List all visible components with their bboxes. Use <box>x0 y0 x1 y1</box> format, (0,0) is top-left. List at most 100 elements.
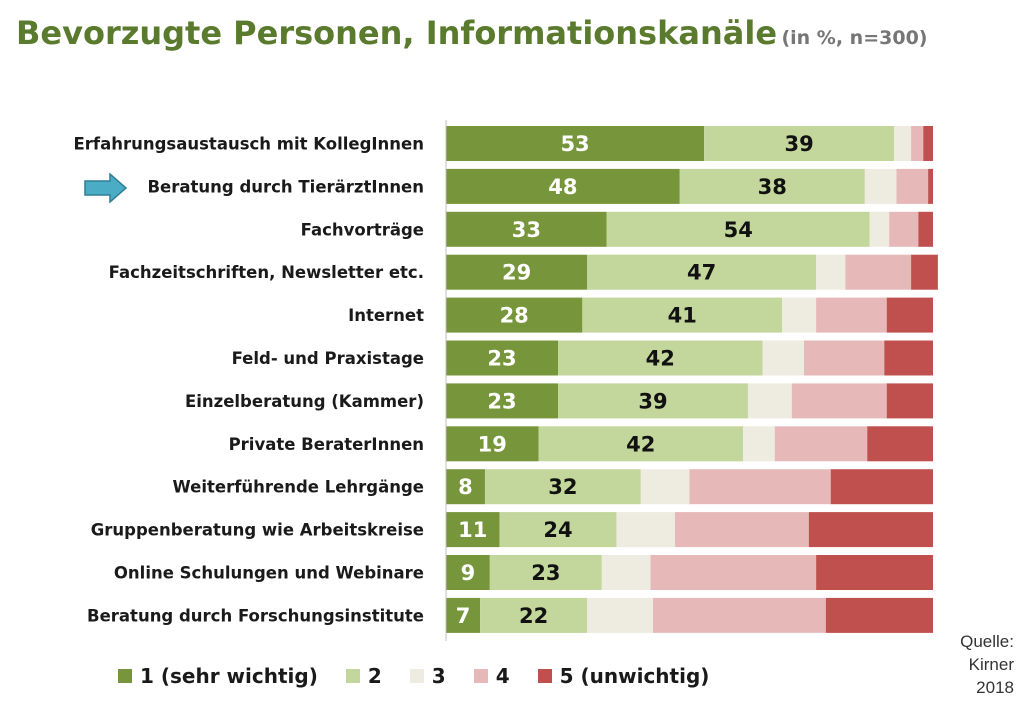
bar-segment <box>640 469 690 505</box>
bar-segment <box>446 340 559 376</box>
data-label: 19 <box>478 432 507 456</box>
bar-segment <box>747 383 792 419</box>
legend-item: 2 <box>345 664 382 688</box>
bar-segment <box>918 211 933 247</box>
bar-segment <box>446 297 583 333</box>
bar-segment <box>911 254 938 290</box>
bar-segment <box>446 126 705 161</box>
bar-segment <box>869 211 890 247</box>
bar-segment <box>446 555 490 590</box>
bar-segment <box>889 211 919 247</box>
bar-segment <box>679 168 865 204</box>
bar-segment <box>816 297 887 333</box>
data-label: 9 <box>461 561 476 585</box>
chart-subtitle: (in %, n=300) <box>781 27 928 49</box>
source-note: Quelle: Kirner 2018 <box>960 630 1014 699</box>
bar-segment <box>601 555 651 590</box>
bar-segment <box>808 512 934 548</box>
category-label: Gruppenberatung wie Arbeitskreise <box>91 521 424 540</box>
category-label: Erfahrungsaustausch mit KollegInnen <box>74 135 425 154</box>
data-label: 32 <box>548 475 577 499</box>
data-label: 23 <box>487 347 516 371</box>
bar-segment <box>446 512 500 548</box>
bar-segment <box>446 597 481 633</box>
data-label: 28 <box>500 304 529 328</box>
bar-segment <box>816 555 933 590</box>
legend-swatch <box>409 669 424 683</box>
legend-swatch <box>473 669 488 683</box>
bar-segment <box>928 168 933 204</box>
data-label: 11 <box>458 518 487 542</box>
bar-segment <box>884 340 933 376</box>
data-label: 23 <box>531 561 560 585</box>
bar-segment <box>923 126 933 161</box>
data-label: 29 <box>502 261 531 285</box>
bar-segment <box>582 297 783 333</box>
source-line: Kirner <box>968 655 1014 674</box>
bar-segment <box>587 254 817 290</box>
bar-segment <box>446 211 607 247</box>
bar-segment <box>803 340 885 376</box>
bar-segment <box>446 469 485 505</box>
data-label: 23 <box>487 389 516 413</box>
chart-title-block: Bevorzugte Personen, Informationskanäle … <box>16 14 927 52</box>
legend-swatch <box>537 669 552 683</box>
bar-segment <box>704 126 895 161</box>
legend-item: 3 <box>409 664 446 688</box>
bar-segment <box>674 512 809 548</box>
bar-segment <box>791 383 887 419</box>
bar-segment <box>538 426 744 462</box>
highlight-arrow-icon <box>84 173 128 203</box>
bar-segment <box>446 426 539 462</box>
bar-segment <box>774 426 868 462</box>
bar-segment <box>446 254 588 290</box>
data-label: 39 <box>638 389 667 413</box>
data-label: 24 <box>543 518 572 542</box>
data-label: 48 <box>548 175 577 199</box>
bar-segment <box>762 340 804 376</box>
category-label: Online Schulungen und Webinare <box>114 564 424 583</box>
bar-segment <box>480 597 588 633</box>
category-label: Fachvorträge <box>301 220 424 239</box>
category-label: Beratung durch TierärztInnen <box>147 177 424 196</box>
bar-segment <box>886 383 934 419</box>
data-label: 39 <box>784 132 813 156</box>
source-line: Quelle: <box>960 632 1014 651</box>
bar-segment <box>484 469 641 505</box>
bar-segment <box>606 211 870 247</box>
bar-segment <box>743 426 775 462</box>
data-label: 7 <box>456 604 471 628</box>
legend-label: 4 <box>495 664 510 688</box>
category-label: Feld- und Praxistage <box>232 349 424 368</box>
data-label: 22 <box>519 604 548 628</box>
legend-swatch <box>118 669 132 683</box>
legend-item: 1 (sehr wichtig) <box>118 664 318 688</box>
data-label: 8 <box>458 475 473 499</box>
data-label: 53 <box>560 132 589 156</box>
bar-segment <box>489 555 602 590</box>
bar-segment <box>558 383 748 419</box>
data-label: 33 <box>512 218 541 242</box>
legend-label: 5 (unwichtig) <box>559 664 710 688</box>
bar-segment <box>782 297 817 333</box>
bar-segment <box>558 340 763 376</box>
bar-segment <box>652 597 826 633</box>
chart-legend: 1 (sehr wichtig) 2 3 4 5 (unwichtig) <box>118 664 737 688</box>
bar-segment <box>867 426 933 462</box>
bar-segment <box>896 168 929 204</box>
bar-segment <box>816 254 846 290</box>
data-label: 42 <box>626 432 655 456</box>
legend-item: 5 (unwichtig) <box>537 664 710 688</box>
data-label: 54 <box>724 218 753 242</box>
bar-segment <box>446 383 559 419</box>
bar-segment <box>825 597 933 633</box>
category-label: Weiterführende Lehrgänge <box>173 478 424 497</box>
bar-segment <box>650 555 817 590</box>
source-line: 2018 <box>976 678 1014 697</box>
legend-swatch <box>345 669 360 683</box>
bar-segment <box>886 297 934 333</box>
category-label: Fachzeitschriften, Newsletter etc. <box>109 263 424 282</box>
bar-segment <box>864 168 897 204</box>
bar-segment <box>845 254 912 290</box>
legend-label: 2 <box>367 664 382 688</box>
